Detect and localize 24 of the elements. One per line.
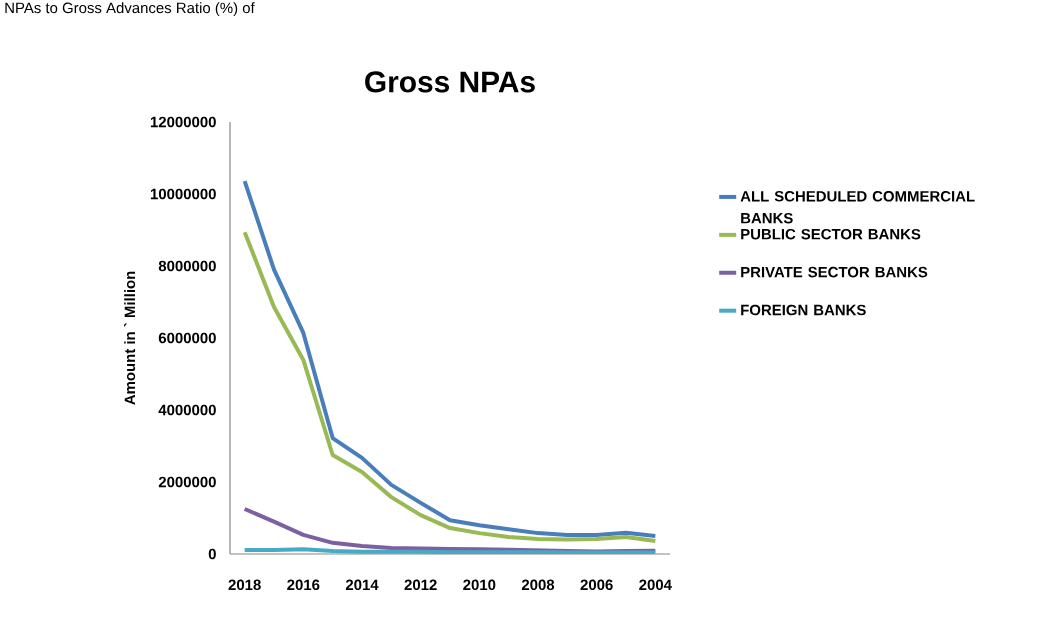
y-tick-label: 0: [208, 548, 216, 560]
x-tick-label: 2006: [580, 579, 613, 591]
legend-label: PRIVATE SECTOR BANKS: [741, 266, 928, 278]
x-tick-label: 2014: [345, 579, 379, 591]
legend-label: ALL SCHEDULED COMMERCIAL BANKS: [740, 190, 975, 224]
y-tick-label: 2000000: [158, 476, 216, 488]
line-series: [242, 230, 658, 544]
legend-label: FOREIGN BANKS: [741, 304, 866, 316]
x-tick-label: 2008: [521, 579, 555, 591]
chart-title: Gross NPAs: [365, 71, 535, 93]
y-axis-title: Amount in ` Million: [124, 271, 136, 405]
y-tick-label: 8000000: [158, 260, 216, 272]
legend-label: PUBLIC SECTOR BANKS: [741, 228, 921, 240]
x-tick-label: 2004: [639, 579, 672, 591]
x-tick-label: 2012: [404, 579, 437, 591]
y-tick-label: 12000000: [150, 116, 216, 128]
x-tick-label: 2010: [463, 579, 496, 591]
line-series: [242, 179, 658, 538]
x-tick-label: 2018: [228, 579, 261, 591]
text: NPAs to Gross Advances Ratio (%) of: [5, 2, 255, 17]
x-tick-label: 2016: [287, 579, 320, 591]
y-tick-label: 10000000: [150, 188, 216, 200]
y-tick-label: 6000000: [158, 332, 216, 344]
y-tick-label: 4000000: [158, 404, 216, 416]
